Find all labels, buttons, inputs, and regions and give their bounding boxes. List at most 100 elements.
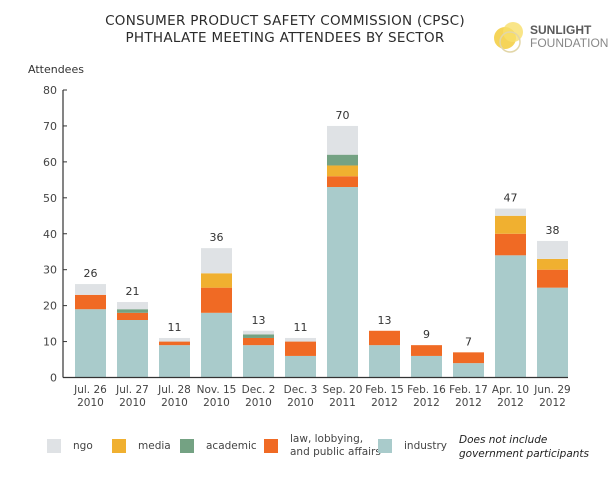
x-tick-label: Jul. 27 xyxy=(115,384,149,396)
bar-segment-industry xyxy=(117,320,148,378)
x-tick-label-year: 2010 xyxy=(287,397,314,409)
bar-segment-ngo xyxy=(201,248,232,274)
bar-segment-media xyxy=(201,273,232,288)
legend-item-ngo: ngo xyxy=(47,431,93,461)
bar-total-label: 13 xyxy=(252,314,266,327)
x-tick-label: Dec. 3 xyxy=(284,384,318,396)
footnote: Does not include government participants xyxy=(459,433,589,461)
legend-swatch-industry xyxy=(378,439,392,453)
legend-label-industry: industry xyxy=(404,439,448,452)
bar-segment-academic xyxy=(243,334,274,338)
bar-segment-law xyxy=(117,312,148,320)
x-tick-label: Feb. 17 xyxy=(449,384,488,396)
y-tick-label: 50 xyxy=(43,192,57,205)
bar-total-label: 11 xyxy=(168,321,182,334)
legend-swatch-academic xyxy=(180,439,194,453)
bar-segment-ngo xyxy=(117,302,148,310)
y-tick-label: 40 xyxy=(43,228,57,241)
bar-segment-media xyxy=(537,258,568,270)
bar-total-label: 38 xyxy=(546,224,560,237)
y-tick-label: 10 xyxy=(43,336,57,349)
bar-segment-law xyxy=(201,287,232,313)
bar-total-label: 9 xyxy=(423,328,430,341)
footnote-line2: government participants xyxy=(459,448,590,460)
legend-label-ngo: ngo xyxy=(73,439,93,452)
x-tick-label-year: 2012 xyxy=(371,397,398,409)
x-tick-label: Jul. 26 xyxy=(73,384,107,396)
sunlight-foundation-logo: SUNLIGHT FOUNDATION xyxy=(492,20,608,56)
legend-swatch-ngo xyxy=(47,439,61,453)
bar-segment-law xyxy=(453,352,484,364)
y-tick-label: 30 xyxy=(43,264,57,277)
x-tick-label-year: 2010 xyxy=(161,397,188,409)
bar-segment-industry xyxy=(75,309,106,378)
bar-segment-ngo xyxy=(75,284,106,295)
x-tick-label-year: 2012 xyxy=(539,397,566,409)
x-tick-label: Apr. 10 xyxy=(492,384,529,396)
bar-segment-industry xyxy=(495,255,526,378)
x-tick-label-year: 2012 xyxy=(455,397,482,409)
x-tick-label: Feb. 16 xyxy=(407,384,446,396)
bar-segment-ngo xyxy=(285,337,316,342)
bar-segment-industry xyxy=(201,312,232,378)
logo-text-line1: SUNLIGHT xyxy=(530,23,592,37)
bar-segment-law xyxy=(75,294,106,310)
legend-label-academic: academic xyxy=(206,439,257,452)
x-tick-label: Jul. 28 xyxy=(157,384,191,396)
bar-total-label: 36 xyxy=(210,231,224,244)
legend-item-media: media xyxy=(112,431,171,461)
x-tick-label: Feb. 15 xyxy=(365,384,404,396)
bar-segment-media xyxy=(495,215,526,234)
x-tick-label-year: 2010 xyxy=(203,397,230,409)
y-axis-label: Attendees xyxy=(28,63,84,76)
x-tick-label: Dec. 2 xyxy=(242,384,276,396)
legend-label-media: media xyxy=(138,439,171,452)
bar-segment-media xyxy=(327,165,358,177)
bar-total-label: 13 xyxy=(378,314,392,327)
logo-text-line2: FOUNDATION xyxy=(530,36,609,50)
footnote-line1: Does not include xyxy=(459,434,548,446)
y-tick-label: 20 xyxy=(43,300,57,313)
legend-swatch-law xyxy=(264,439,278,453)
bar-segment-industry xyxy=(411,355,442,378)
bar-total-label: 11 xyxy=(294,321,308,334)
bar-segment-industry xyxy=(369,345,400,378)
x-tick-label: Nov. 15 xyxy=(197,384,237,396)
chart-title: CONSUMER PRODUCT SAFETY COMMISSION (CPSC… xyxy=(0,13,610,47)
bar-segment-industry xyxy=(327,187,358,378)
bar-total-label: 7 xyxy=(465,335,472,348)
bar-segment-academic xyxy=(327,154,358,166)
bar-segment-ngo xyxy=(243,330,274,335)
bar-segment-ngo xyxy=(327,125,358,155)
bar-segment-law xyxy=(495,233,526,256)
x-tick-label: Sep. 20 xyxy=(323,384,363,396)
x-tick-label: Jun. 29 xyxy=(533,384,570,396)
legend-item-law: law, lobbying, and public affairs xyxy=(264,431,381,461)
x-tick-label-year: 2012 xyxy=(497,397,524,409)
y-tick-label: 70 xyxy=(43,120,57,133)
bar-total-label: 21 xyxy=(126,285,140,298)
x-tick-label-year: 2010 xyxy=(245,397,272,409)
bar-segment-law xyxy=(327,176,358,188)
sun-logo-icon xyxy=(494,22,523,53)
bar-segment-law xyxy=(369,330,400,346)
legend-item-industry: industry xyxy=(378,431,447,461)
bar-segment-law xyxy=(537,269,568,288)
bar-segment-ngo xyxy=(495,208,526,216)
x-tick-label-year: 2010 xyxy=(119,397,146,409)
chart-title-line2: PHTHALATE MEETING ATTENDEES BY SECTOR xyxy=(125,30,445,46)
bar-segment-law xyxy=(411,345,442,356)
bar-segment-industry xyxy=(285,355,316,378)
bar-segment-law xyxy=(285,341,316,356)
bar-segment-industry xyxy=(537,287,568,378)
legend: ngo media academic law, lobbying, and public… xyxy=(0,431,610,471)
bar-total-label: 26 xyxy=(84,267,98,280)
legend-item-academic: academic xyxy=(180,431,257,461)
bar-segment-ngo xyxy=(159,337,190,342)
bar-segment-law xyxy=(243,337,274,346)
x-tick-label-year: 2011 xyxy=(329,397,356,409)
chart-title-line1: CONSUMER PRODUCT SAFETY COMMISSION (CPSC… xyxy=(105,13,465,29)
bar-segment-law xyxy=(159,341,190,346)
y-tick-label: 60 xyxy=(43,156,57,169)
